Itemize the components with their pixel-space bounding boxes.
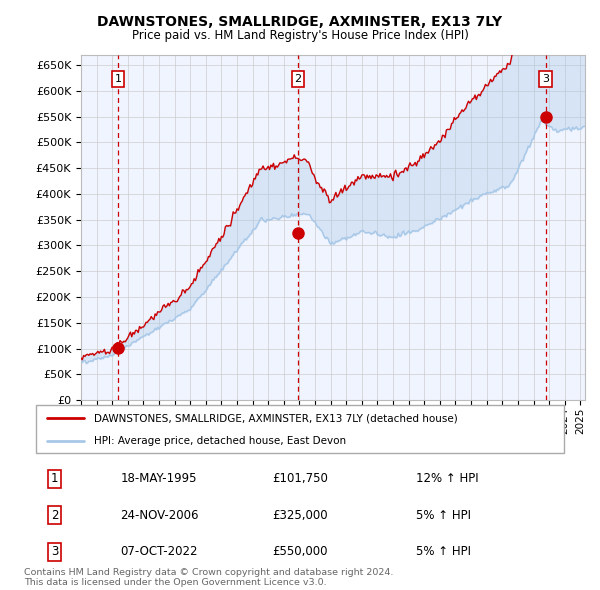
Text: 3: 3 (542, 74, 549, 84)
Text: £101,750: £101,750 (272, 472, 328, 486)
Text: 07-OCT-2022: 07-OCT-2022 (121, 545, 198, 559)
Text: Contains HM Land Registry data © Crown copyright and database right 2024.
This d: Contains HM Land Registry data © Crown c… (24, 568, 394, 587)
Text: 5% ↑ HPI: 5% ↑ HPI (416, 545, 471, 559)
Text: £325,000: £325,000 (272, 509, 328, 522)
Text: HPI: Average price, detached house, East Devon: HPI: Average price, detached house, East… (94, 436, 346, 446)
Text: 5% ↑ HPI: 5% ↑ HPI (416, 509, 471, 522)
Text: DAWNSTONES, SMALLRIDGE, AXMINSTER, EX13 7LY: DAWNSTONES, SMALLRIDGE, AXMINSTER, EX13 … (97, 15, 503, 29)
Text: 1: 1 (51, 472, 58, 486)
Text: Price paid vs. HM Land Registry's House Price Index (HPI): Price paid vs. HM Land Registry's House … (131, 30, 469, 42)
Text: DAWNSTONES, SMALLRIDGE, AXMINSTER, EX13 7LY (detached house): DAWNSTONES, SMALLRIDGE, AXMINSTER, EX13 … (94, 413, 458, 423)
Text: 2: 2 (51, 509, 58, 522)
Text: 12% ↑ HPI: 12% ↑ HPI (416, 472, 479, 486)
Text: 1: 1 (115, 74, 122, 84)
FancyBboxPatch shape (36, 405, 564, 453)
Text: £550,000: £550,000 (272, 545, 328, 559)
Text: 2: 2 (295, 74, 301, 84)
Text: 24-NOV-2006: 24-NOV-2006 (121, 509, 199, 522)
Text: 3: 3 (51, 545, 58, 559)
Text: 18-MAY-1995: 18-MAY-1995 (121, 472, 197, 486)
